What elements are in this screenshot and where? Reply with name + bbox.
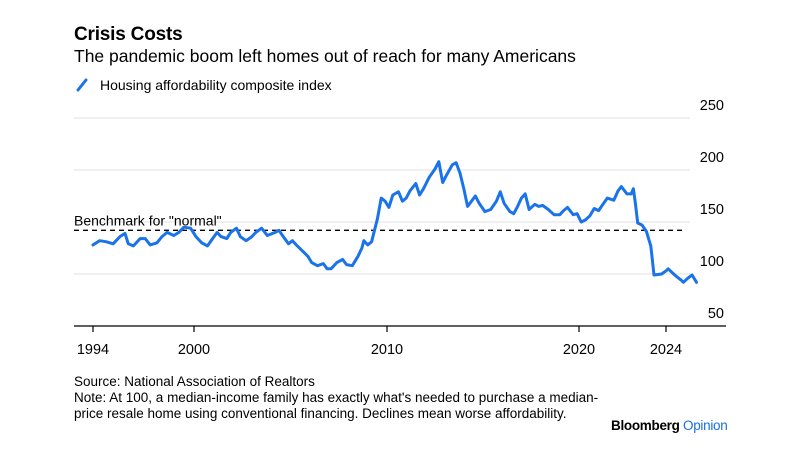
x-tick-label: 2000 [178, 342, 210, 358]
source-text: Source: National Association of Realtors [74, 374, 315, 389]
chart-title: Crisis Costs [74, 24, 183, 45]
y-tick-label: 250 [700, 98, 724, 114]
y-tick-label: 100 [700, 254, 724, 270]
brand-suffix: Opinion [683, 418, 728, 433]
y-tick-label: 200 [700, 150, 724, 166]
x-tick-label: 2020 [563, 342, 595, 358]
brand-name: Bloomberg [611, 418, 680, 433]
benchmark-label: Benchmark for "normal" [74, 212, 222, 228]
x-tick-label: 1994 [77, 342, 109, 358]
footer: Source: National Association of Realtors… [74, 374, 614, 422]
note-text: Note: At 100, a median-income family has… [74, 390, 599, 421]
series-line [91, 160, 698, 284]
y-tick-label: 150 [700, 202, 724, 218]
legend: Housing affordability composite index [76, 77, 332, 93]
x-tick-label: 2024 [650, 342, 682, 358]
chart-subtitle: The pandemic boom left homes out of reac… [74, 46, 576, 66]
y-tick-label: 50 [708, 306, 724, 322]
legend-label: Housing affordability composite index [100, 77, 332, 93]
legend-swatch-icon [76, 78, 88, 92]
x-tick-label: 2010 [371, 342, 403, 358]
brand-logo: Bloomberg Opinion [611, 418, 728, 433]
